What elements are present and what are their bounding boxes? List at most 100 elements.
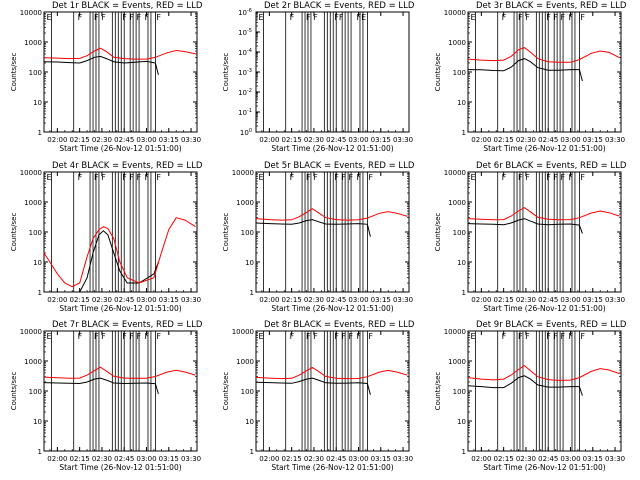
flag-label: FE [357,13,367,22]
x-tick-label: 02:15 [282,296,302,304]
lld-series-line [43,366,196,379]
y-tick-label: 10 [457,99,466,107]
flag-label: E [46,13,51,22]
x-axis-label: Start Time (26-Nov-12 01:51:00) [271,463,393,472]
x-tick-label: 02:00 [47,136,67,144]
y-tick-label: 100 [241,229,254,237]
flag-label: E [258,173,263,182]
x-tick-label: 03:30 [605,136,625,144]
y-tick-label: 10 [245,418,254,426]
x-tick-label: 02:15 [494,455,514,463]
y-axis-label: Counts/sec [10,53,18,92]
x-axis-label: Start Time (26-Nov-12 01:51:00) [271,144,393,153]
panel-title: Det 5r BLACK = Events, RED = LLD [264,161,415,171]
y-tick-label: 10000 [232,328,254,336]
y-tick-label: 10-4 [238,48,252,57]
x-tick-label: 02:30 [304,296,324,304]
y-tick-label: 100 [453,69,466,77]
y-axis-label: Counts/sec [222,53,230,92]
panel-title: Det 9r BLACK = Events, RED = LLD [476,320,627,330]
y-axis-label: Counts/sec [10,213,18,252]
panel-title: Det 6r BLACK = Events, RED = LLD [476,161,627,171]
events-series-line [43,55,159,76]
flag-label: F [502,332,507,341]
y-tick-label: 10000 [20,9,42,17]
x-tick-label: 03:30 [181,296,201,304]
x-tick-label: 02:00 [471,136,491,144]
detector-panel-1: Det 1r BLACK = Events, RED = LLD 1 10 100 10… [10,1,203,153]
x-tick-label: 02:45 [114,136,134,144]
flag-label: E [46,332,51,341]
flag-label: F F [306,173,318,182]
x-tick-label: 03:00 [560,455,580,463]
panel-title: Det 3r BLACK = Events, RED = LLD [476,1,627,11]
y-tick-label: 10-3 [238,68,252,77]
detector-panel-4: Det 4r BLACK = Events, RED = LLD 1 10 100 10… [10,161,203,313]
x-tick-label: 02:45 [326,296,346,304]
panel-title: Det 4r BLACK = Events, RED = LLD [52,161,203,171]
x-tick-label: 02:30 [304,136,324,144]
plot-frame [255,171,410,293]
flag-label: F [145,13,150,22]
lld-series-line [255,208,408,221]
x-tick-label: 02:15 [494,136,514,144]
flag-label: F F [518,332,530,341]
x-tick-label: 03:30 [393,296,413,304]
x-tick-label: 02:00 [47,455,67,463]
x-tick-label: 03:00 [348,455,368,463]
flag-label: F [368,173,373,182]
x-tick-label: 02:45 [538,455,558,463]
flag-label: F [502,13,507,22]
flag-label: F [156,13,161,22]
x-tick-label: 03:30 [181,136,201,144]
flag-label: F F [94,332,106,341]
detector-panel-6: Det 6r BLACK = Events, RED = LLD 1 10 100 10… [434,161,627,313]
events-series-line [467,375,583,396]
x-tick-label: 03:15 [159,136,179,144]
x-tick-label: 03:30 [393,455,413,463]
flag-label: FF [334,13,344,22]
flag-label: F [357,332,362,341]
flag-label: F [569,332,574,341]
x-tick-label: 02:30 [92,296,112,304]
y-tick-label: 1000 [24,358,42,366]
y-tick-label: 1 [38,448,42,456]
x-tick-label: 03:15 [371,455,391,463]
y-tick-label: 100 [29,388,42,396]
plot-frame [467,11,622,133]
flag-label: F F [306,332,318,341]
flag-label: E [470,332,475,341]
y-tick-label: 1000 [448,199,466,207]
y-tick-label: 10 [33,99,42,107]
plot-frame [255,330,410,452]
flag-label: F F F [122,173,141,182]
y-tick-label: 100 [241,388,254,396]
x-tick-label: 03:00 [348,136,368,144]
x-tick-label: 03:00 [560,136,580,144]
flag-label: F [569,173,574,182]
x-tick-label: 03:15 [371,136,391,144]
flag-label: F [569,13,574,22]
flag-label: F [580,173,585,182]
flag-label: F F F [546,13,565,22]
x-tick-label: 02:45 [538,136,558,144]
y-tick-label: 100 [29,229,42,237]
flag-label: F [368,332,373,341]
x-axis-label: Start Time (26-Nov-12 01:51:00) [271,304,393,313]
y-tick-label: 100 [240,128,252,137]
flag-label: F [290,332,295,341]
y-tick-label: 10000 [20,328,42,336]
x-tick-label: 02:15 [70,136,90,144]
events-series-line [467,58,583,82]
flag-label: F [290,173,295,182]
x-tick-label: 02:30 [304,455,324,463]
y-tick-label: 100 [453,229,466,237]
flag-label: F F F [334,173,353,182]
x-tick-label: 03:15 [583,455,603,463]
flag-label: F F [306,13,318,22]
flag-label: E [470,173,475,182]
x-tick-label: 02:30 [516,296,536,304]
y-tick-label: 1 [462,448,466,456]
y-axis-label: Counts/sec [434,213,442,252]
